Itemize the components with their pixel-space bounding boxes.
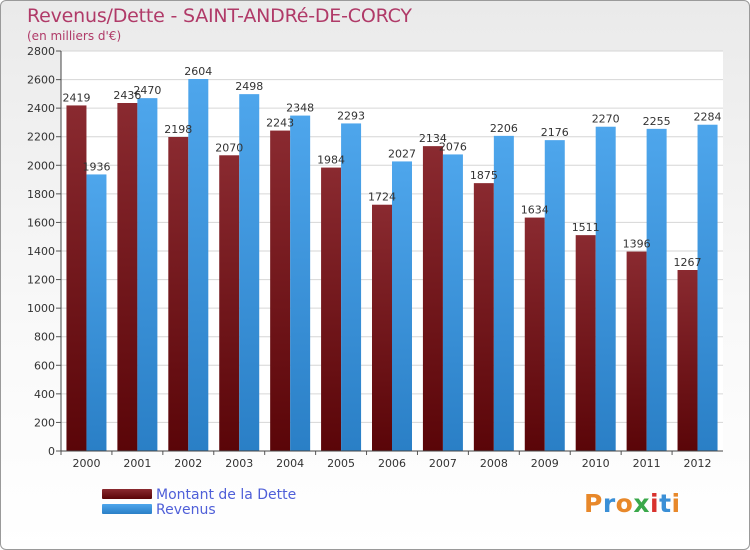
legend-item-revenus: Revenus	[102, 502, 362, 518]
x-tick-label: 2005	[327, 457, 355, 470]
data-label-revenus: 1936	[82, 160, 110, 173]
x-tick-label: 2007	[429, 457, 457, 470]
data-label-revenus: 2255	[643, 115, 671, 128]
y-tick-label: 400	[34, 388, 55, 401]
data-label-dette: 2070	[215, 141, 243, 154]
logo-letter: P	[584, 489, 603, 518]
data-label-revenus: 2027	[388, 147, 416, 160]
x-tick-label: 2006	[378, 457, 406, 470]
y-tick-label: 200	[34, 416, 55, 429]
bar-dette	[321, 167, 342, 452]
data-label-dette: 2134	[419, 132, 447, 145]
data-label-revenus: 2470	[133, 84, 161, 97]
legend-label-dette: Montant de la Dette	[156, 487, 297, 503]
bar-revenus	[442, 154, 463, 451]
data-label-dette: 2436	[113, 89, 141, 102]
x-tick-label: 2009	[531, 457, 559, 470]
data-label-revenus: 2604	[184, 65, 212, 78]
y-tick-label: 2200	[27, 131, 55, 144]
bar-dette	[219, 155, 240, 452]
data-label-revenus: 2284	[694, 111, 722, 124]
x-tick-label: 2008	[480, 457, 508, 470]
y-tick-label: 2400	[27, 102, 55, 115]
data-label-revenus: 2293	[337, 109, 365, 122]
logo-letter: t	[659, 489, 672, 518]
data-label-dette: 2198	[164, 123, 192, 136]
bar-revenus	[544, 140, 565, 451]
legend-swatch-revenus	[102, 504, 152, 514]
x-tick-label: 2002	[174, 457, 202, 470]
y-tick-label: 800	[34, 331, 55, 344]
x-tick-label: 2010	[582, 457, 610, 470]
x-tick-label: 2000	[72, 457, 100, 470]
bar-dette	[168, 137, 189, 451]
y-tick-label: 1200	[27, 274, 55, 287]
y-tick-label: 2800	[27, 45, 55, 58]
y-tick-label: 1000	[27, 302, 55, 315]
bar-dette	[372, 204, 392, 451]
x-tick-label: 2011	[633, 457, 661, 470]
y-tick-label: 2000	[27, 159, 55, 172]
bar-revenus	[239, 94, 260, 452]
bar-dette	[473, 183, 494, 451]
bar-dette	[117, 103, 138, 451]
x-tick-label: 2004	[276, 457, 304, 470]
chart-subtitle: (en milliers d'€)	[27, 29, 122, 43]
data-label-revenus: 2076	[439, 140, 467, 153]
bar-revenus	[646, 128, 667, 451]
bar-revenus	[493, 135, 514, 451]
x-tick-label: 2003	[225, 457, 253, 470]
data-label-revenus: 2206	[490, 122, 518, 135]
y-tick-label: 600	[34, 359, 55, 372]
logo-letter: x	[633, 489, 650, 518]
bar-revenus	[290, 115, 311, 452]
data-label-dette: 1396	[623, 238, 651, 251]
x-tick-label: 2001	[123, 457, 151, 470]
data-label-dette: 2243	[266, 117, 294, 130]
logo-letter: i	[650, 489, 660, 518]
proxiti-logo: Proxiti	[584, 489, 681, 518]
data-label-dette: 1875	[470, 169, 498, 182]
bar-revenus	[341, 123, 362, 451]
x-tick-label: 2012	[684, 457, 712, 470]
chart-title: Revenus/Dette - SAINT-ANDRé-DE-CORCY	[27, 5, 412, 27]
data-label-dette: 2419	[62, 91, 90, 104]
bar-revenus	[595, 126, 616, 451]
y-tick-label: 1800	[27, 188, 55, 201]
legend-label-revenus: Revenus	[156, 502, 216, 518]
logo-letter: r	[602, 489, 616, 518]
bar-dette	[66, 105, 87, 451]
logo-letter: o	[615, 489, 634, 518]
bar-dette	[575, 235, 596, 451]
legend-swatch-dette	[102, 489, 152, 499]
logo-letter: i	[671, 489, 681, 518]
y-tick-label: 2600	[27, 74, 55, 87]
bar-dette	[626, 251, 647, 451]
bar-revenus	[137, 98, 158, 452]
data-label-dette: 1511	[572, 221, 600, 234]
data-label-dette: 1724	[368, 191, 396, 204]
bar-dette	[270, 130, 291, 452]
bar-revenus	[86, 174, 107, 451]
data-label-revenus: 2270	[592, 113, 620, 126]
data-label-revenus: 2176	[541, 126, 569, 139]
bar-dette	[524, 217, 545, 451]
legend: Montant de la Dette Revenus	[102, 487, 362, 518]
bar-dette	[422, 146, 443, 451]
y-tick-label: 1600	[27, 216, 55, 229]
data-label-dette: 1634	[521, 204, 549, 217]
data-label-revenus: 2348	[286, 102, 314, 115]
bar-revenus	[188, 79, 209, 451]
legend-item-dette: Montant de la Dette	[102, 487, 362, 503]
y-tick-label: 0	[48, 445, 55, 458]
data-label-dette: 1267	[674, 256, 702, 269]
data-label-revenus: 2498	[235, 80, 263, 93]
bar-revenus	[697, 124, 718, 451]
bar-dette	[677, 270, 698, 451]
data-label-dette: 1984	[317, 154, 345, 167]
bar-revenus	[392, 161, 412, 451]
y-tick-label: 1400	[27, 245, 55, 258]
